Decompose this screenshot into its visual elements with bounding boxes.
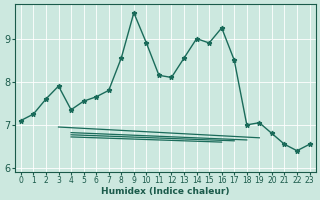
X-axis label: Humidex (Indice chaleur): Humidex (Indice chaleur) [101,187,229,196]
